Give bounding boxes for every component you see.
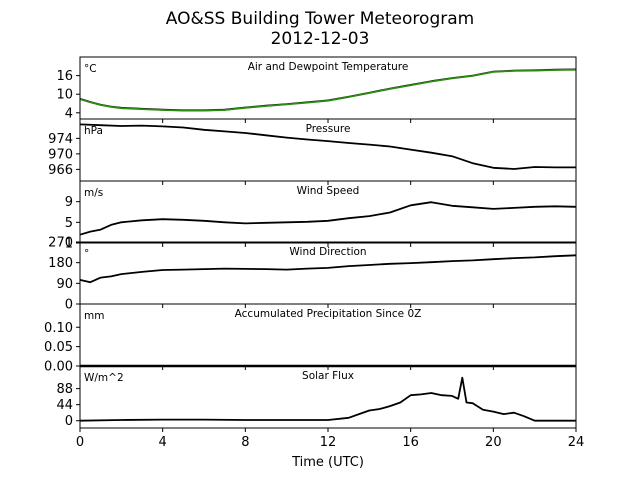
- panel-unit: °: [84, 248, 89, 260]
- x-tick-label: 8: [241, 435, 249, 450]
- panel-unit: °C: [84, 63, 97, 75]
- series-line-6-1: [79, 376, 576, 422]
- panel-1: 4 10 16 Air and Dewpoint Temperature °C: [56, 56, 577, 123]
- panel-unit: W/m^2: [84, 372, 124, 384]
- panel-unit: mm: [84, 310, 104, 322]
- x-tick-label: 16: [402, 435, 419, 450]
- x-tick-label: 24: [568, 435, 585, 450]
- y-tick-label: 966: [48, 163, 73, 178]
- x-tick-label: 0: [76, 435, 84, 450]
- series-line-3-1: [79, 201, 577, 236]
- series-line-2-1: [79, 123, 576, 170]
- x-tick-label: 12: [320, 435, 337, 450]
- y-tick-label: 9: [65, 195, 73, 210]
- panel-5: 0.00 0.05 0.10 Accumulated Precipitation Si…: [44, 303, 577, 375]
- series-line-1-1: [79, 68, 577, 112]
- y-tick-label: 0.10: [44, 321, 73, 336]
- y-tick-label: 10: [56, 88, 73, 103]
- panel-title: Pressure: [306, 123, 351, 135]
- x-axis-label: Time (UTC): [291, 455, 364, 470]
- y-tick-label: 1: [65, 237, 73, 252]
- y-tick-label: 5: [65, 216, 73, 231]
- y-tick-label: 180: [48, 256, 73, 271]
- figure-title-line2: 2012-12-03: [271, 29, 370, 49]
- y-tick-label: 90: [56, 277, 73, 292]
- y-tick-label: 88: [56, 382, 73, 397]
- y-tick-label: 0.05: [44, 340, 73, 355]
- panel-unit: hPa: [84, 125, 103, 137]
- panel-4: 0 90 180 270 Wind Direction °: [48, 236, 577, 313]
- y-tick-label: 970: [48, 147, 73, 162]
- y-tick-label: 0: [65, 298, 73, 313]
- x-axis-ticks: 0 4 8 12 16 20 24: [76, 435, 584, 450]
- panel-3: 1 5 9 Wind Speed m/s: [65, 180, 577, 252]
- y-tick-label: 4: [65, 106, 73, 121]
- panel-title: Solar Flux: [302, 370, 354, 382]
- y-tick-label: 16: [56, 69, 73, 84]
- figure-title-line1: AO&SS Building Tower Meteorogram: [166, 9, 474, 29]
- y-tick-label: 270: [48, 236, 73, 251]
- x-tick-label: 4: [159, 435, 167, 450]
- x-tick-label: 20: [485, 435, 502, 450]
- series-line-1-2: [79, 68, 577, 112]
- y-tick-label: 974: [48, 132, 73, 147]
- y-tick-label: 0.00: [44, 360, 73, 375]
- y-tick-label: 0: [65, 414, 73, 429]
- panel-title: Accumulated Precipitation Since 0Z: [235, 308, 422, 320]
- panel-title: Air and Dewpoint Temperature: [248, 61, 409, 73]
- panel-title: Wind Direction: [289, 246, 366, 258]
- panel-title: Wind Speed: [297, 185, 360, 197]
- series-line-4-1: [79, 254, 577, 284]
- panel-unit: m/s: [84, 187, 103, 199]
- y-tick-label: 44: [56, 398, 73, 413]
